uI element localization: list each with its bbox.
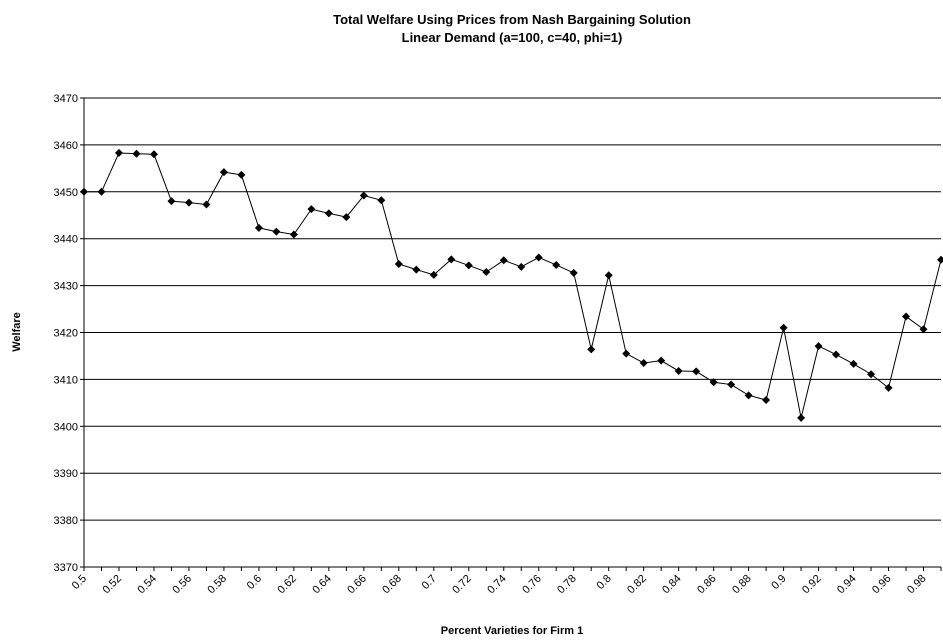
y-tick-label: 3430 [54,281,78,293]
x-tick-label: 0.76 [520,573,544,597]
marker [184,198,193,207]
x-tick-label: 0.7 [420,573,439,592]
marker [132,149,141,158]
x-tick-label: 0.74 [485,573,509,597]
x-tick-label: 0.54 [135,573,159,597]
marker [394,260,403,269]
marker [377,196,386,205]
x-tick-label: 0.9 [769,573,788,592]
x-tick-label: 0.62 [275,573,299,597]
marker [307,205,316,214]
y-tick-label: 3470 [54,93,78,105]
marker [517,262,526,271]
x-tick-label: 0.72 [450,573,474,597]
x-tick-label: 0.98 [905,573,929,597]
marker [657,356,666,365]
marker [429,270,438,279]
marker [447,255,456,264]
y-tick-label: 3400 [54,421,78,433]
marker [674,366,683,375]
marker [237,170,246,179]
x-tick-label: 0.82 [625,573,649,597]
marker [569,268,578,277]
marker [919,325,928,334]
x-tick-label: 0.6 [245,573,264,592]
x-tick-label: 0.64 [310,573,334,597]
x-tick-label: 0.66 [345,573,369,597]
marker [604,271,613,280]
y-tick-label: 3460 [54,140,78,152]
marker [324,209,333,218]
chart-subtitle: Linear Demand (a=100, c=40, phi=1) [402,30,623,45]
marker [902,312,911,321]
marker [762,396,771,405]
marker [219,168,228,177]
x-tick-label: 0.88 [730,573,754,597]
marker [639,358,648,367]
marker [779,323,788,332]
marker [849,359,858,368]
marker [622,349,631,358]
marker [289,230,298,239]
x-tick-label: 0.94 [835,573,859,597]
marker [814,342,823,351]
x-tick-label: 0.84 [660,573,684,597]
marker [272,227,281,236]
marker [167,197,176,206]
x-tick-label: 0.58 [205,573,229,597]
y-tick-label: 3440 [54,234,78,246]
marker [552,260,561,269]
marker [342,213,351,222]
marker [867,370,876,379]
marker [114,148,123,157]
marker [97,187,106,196]
x-tick-label: 0.78 [555,573,579,597]
y-tick-label: 3370 [54,562,78,574]
marker [482,267,491,276]
marker [797,413,806,422]
marker [884,383,893,392]
marker [254,223,263,232]
marker [832,350,841,359]
marker [587,345,596,354]
x-axis-title: Percent Varieties for Firm 1 [441,625,583,637]
marker [202,200,211,209]
y-tick-label: 3420 [54,328,78,340]
marker [534,253,543,262]
marker [412,265,421,274]
chart-title: Total Welfare Using Prices from Nash Bar… [333,12,691,27]
x-tick-label: 0.92 [800,573,824,597]
marker [464,261,473,270]
x-tick-label: 0.8 [595,573,614,592]
x-tick-label: 0.56 [170,573,194,597]
x-tick-label: 0.86 [695,573,719,597]
y-tick-label: 3390 [54,468,78,480]
x-tick-label: 0.5 [70,573,89,592]
marker [499,256,508,265]
y-tick-label: 3410 [54,374,78,386]
y-axis-title: Welfare [11,312,23,352]
marker [692,367,701,376]
y-tick-label: 3380 [54,515,78,527]
marker [937,255,943,264]
marker [744,391,753,400]
marker [709,378,718,387]
y-tick-label: 3450 [54,187,78,199]
marker [149,150,158,159]
marker [359,191,368,200]
x-tick-label: 0.52 [100,573,124,597]
marker [727,380,736,389]
x-tick-label: 0.68 [380,573,404,597]
marker [80,187,88,196]
x-tick-label: 0.96 [870,573,894,597]
